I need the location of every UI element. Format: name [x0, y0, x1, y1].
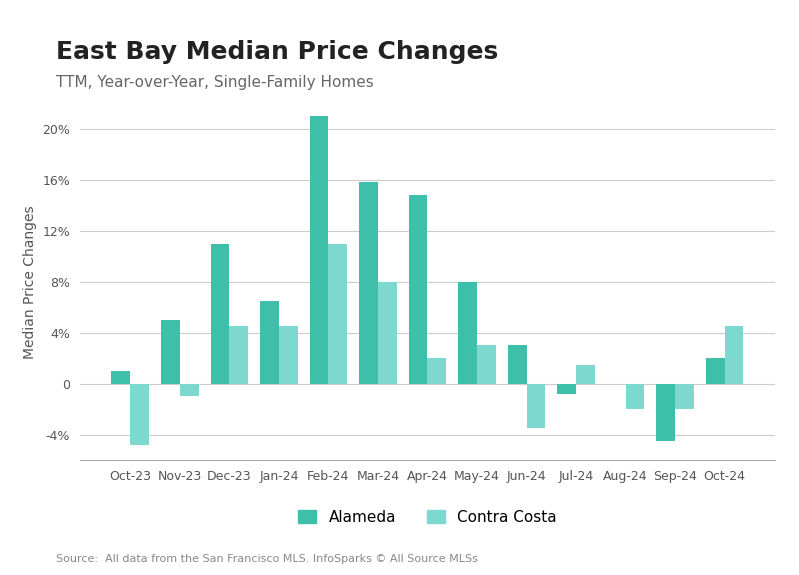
Text: Source:  All data from the San Francisco MLS. InfoSparks © All Source MLSs: Source: All data from the San Francisco … — [56, 554, 478, 564]
Bar — [229, 327, 248, 384]
Bar — [260, 301, 279, 384]
Bar — [378, 282, 397, 384]
Bar — [180, 384, 199, 396]
Bar — [279, 327, 298, 384]
Y-axis label: Median Price Changes: Median Price Changes — [22, 205, 37, 359]
Bar — [309, 116, 328, 384]
Bar — [507, 346, 527, 384]
Bar — [458, 282, 477, 384]
Bar — [328, 244, 348, 384]
Bar — [656, 384, 675, 441]
Bar — [557, 384, 576, 394]
Bar — [477, 346, 496, 384]
Bar — [408, 195, 427, 384]
Bar — [427, 358, 447, 384]
Bar — [626, 384, 644, 409]
Bar — [725, 327, 743, 384]
Bar — [211, 244, 229, 384]
Text: TTM, Year-over-Year, Single-Family Homes: TTM, Year-over-Year, Single-Family Homes — [56, 75, 374, 90]
Bar — [359, 182, 378, 384]
Text: East Bay Median Price Changes: East Bay Median Price Changes — [56, 40, 499, 64]
Bar — [527, 384, 546, 428]
Bar — [706, 358, 725, 384]
Bar — [675, 384, 694, 409]
Legend: Alameda, Contra Costa: Alameda, Contra Costa — [292, 504, 563, 531]
Bar — [576, 365, 595, 384]
Bar — [130, 384, 149, 444]
Bar — [161, 320, 180, 384]
Bar — [112, 371, 130, 384]
